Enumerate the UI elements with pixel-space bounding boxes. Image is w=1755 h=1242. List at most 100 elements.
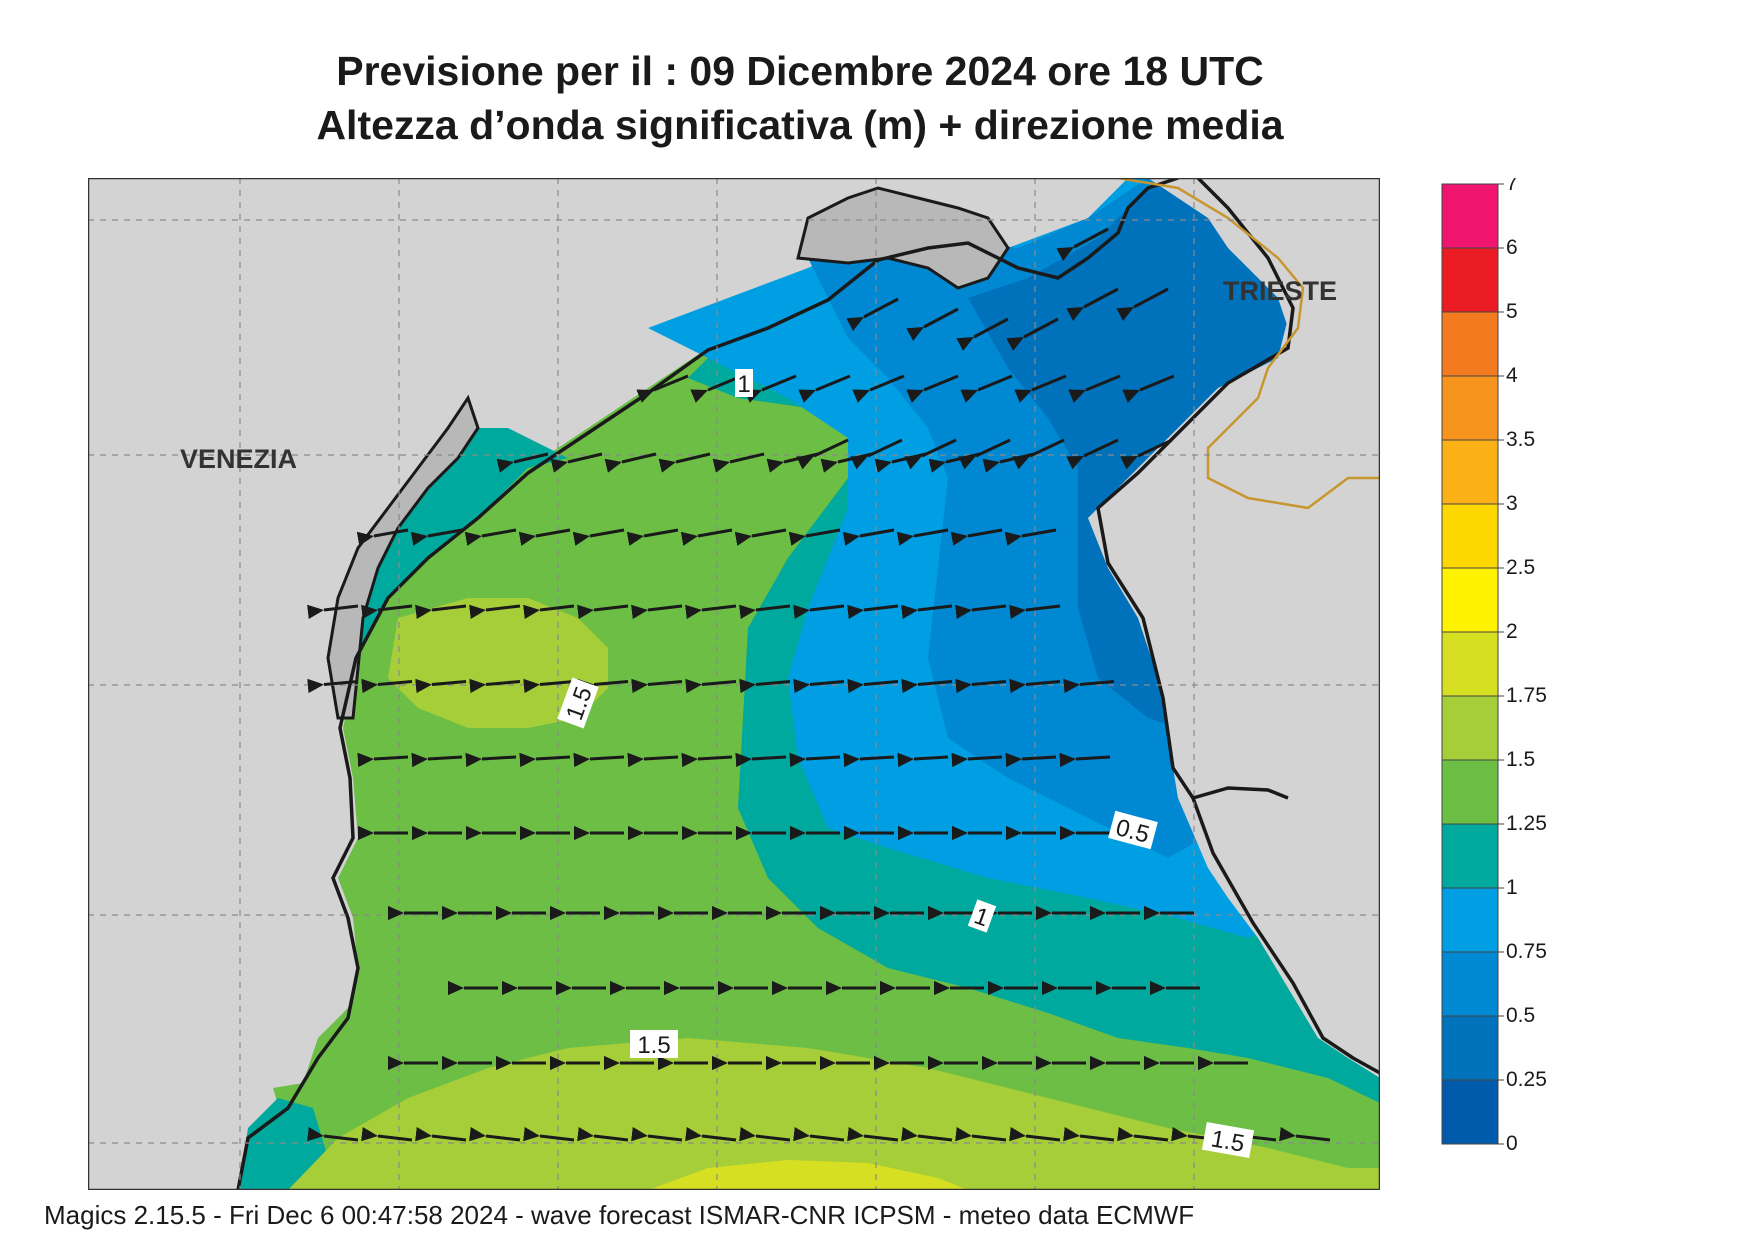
wave-arrow [1068,374,1121,403]
legend-tick-label: 0.25 [1506,1068,1547,1091]
wave-arrow [361,604,413,620]
legend-swatch [1441,1015,1499,1081]
wave-arrow [415,1126,467,1142]
contour-label: 0.5 [1108,810,1158,850]
wave-arrow [685,1126,737,1142]
wave-arrow [843,752,895,768]
wave-arrow [307,604,359,620]
wave-arrow [469,678,521,694]
wave-arrow [685,604,737,620]
wave-arrow [469,604,521,620]
legend-swatch [1441,823,1499,889]
wave-arrow [307,678,359,694]
wave-arrow [519,752,571,768]
wave-arrow [820,452,873,473]
wave-arrow [789,752,841,768]
wave-arrow [415,678,467,694]
wave-arrow [1056,227,1109,261]
wave-arrow [681,752,733,768]
wave-arrow [356,528,409,546]
wave-arrow [734,528,787,546]
wave-arrow [465,752,517,768]
wave-band-1.75-2 [648,1160,968,1190]
wave-arrow [1122,374,1175,403]
wave-arrow [631,604,683,620]
wave-band-1.5-1.75-west [388,598,608,728]
contour-label: 1 [735,369,753,398]
wave-arrow [958,438,1011,470]
wave-arrow [1009,678,1061,694]
wave-arrow [469,1126,521,1142]
legend-swatch [1441,567,1499,633]
venezia-lagoon [326,394,480,720]
wave-arrow [415,604,467,620]
wave-arrow [904,438,957,470]
legend-tick-label: 1.75 [1506,684,1547,707]
wave-arrow [577,678,629,694]
wave-arrow [685,678,737,694]
wave-arrow [847,1126,899,1142]
wave-arrow [572,528,625,546]
wave-arrow [897,752,949,768]
wave-arrow [658,452,711,473]
wave-arrow [846,297,899,331]
wave-arrow [631,1126,683,1142]
wave-arrow [361,678,413,694]
legend-swatch [1441,311,1499,377]
legend-swatch [1441,1079,1499,1145]
legend-tick-label: 3 [1506,492,1518,515]
country-border [1117,178,1380,510]
wave-arrow [627,752,679,768]
wave-arrow [1063,1126,1115,1142]
wave-arrow [901,678,953,694]
legend-swatch [1441,375,1499,441]
title-line-2: Altezza d’onda significativa (m) + direz… [316,102,1284,148]
wave-arrow [960,374,1013,403]
wave-arrow [951,752,1003,768]
wave-arrow [1014,374,1067,403]
wave-arrow [739,604,791,620]
legend-swatch [1441,695,1499,761]
legend-swatch [1441,759,1499,825]
wave-band-coastal [338,428,568,658]
wave-arrow [955,678,1007,694]
legend-tick-label: 2.5 [1506,556,1535,579]
color-legend: 7 6 5 4 3.5 3 2.5 2 1.75 1.5 1.25 1 0.75 0.5 0.25 0 [1441,178,1547,1155]
wave-arrow [631,678,683,694]
coastline-west [236,178,1179,1190]
wave-arrow [411,752,463,768]
wave-arrow [901,604,953,620]
wave-band-1.5-1.75-south [288,1038,1380,1190]
wave-arrow [712,452,765,473]
wave-arrow [744,374,797,403]
contour-label: 1 [967,899,997,933]
wave-direction-arrows [307,227,1331,1142]
wave-arrow [1059,752,1111,768]
wave-arrow [850,438,903,470]
wave-arrow [766,452,819,473]
wave-arrow [518,528,571,546]
wave-arrow [928,452,981,473]
wave-arrow [1009,1126,1061,1142]
coastline-east [1096,178,1380,1075]
legend-tick-label: 1.25 [1506,812,1547,835]
contour-label: 1.5 [630,1030,678,1059]
wave-arrow [906,307,959,341]
wave-arrow [464,528,517,546]
wave-arrow [361,1126,413,1142]
footer-credits: Magics 2.15.5 - Fri Dec 6 00:47:58 2024 … [44,1200,1195,1230]
wave-arrow [1004,528,1057,546]
wave-arrow [307,1126,359,1142]
legend-tick-label: 1.5 [1506,748,1535,771]
wave-arrow [604,452,657,473]
wave-arrow [956,317,1009,351]
wave-arrow [901,1126,953,1142]
wave-arrow [523,604,575,620]
wave-arrow [955,1126,1007,1142]
grado-lagoon [796,186,1010,290]
wave-arrow [788,528,841,546]
legend-tick-label: 2 [1506,620,1518,643]
wave-arrow [1066,438,1119,470]
legend-tick-label: 4 [1506,364,1518,387]
legend-tick-label: 1 [1506,876,1518,899]
